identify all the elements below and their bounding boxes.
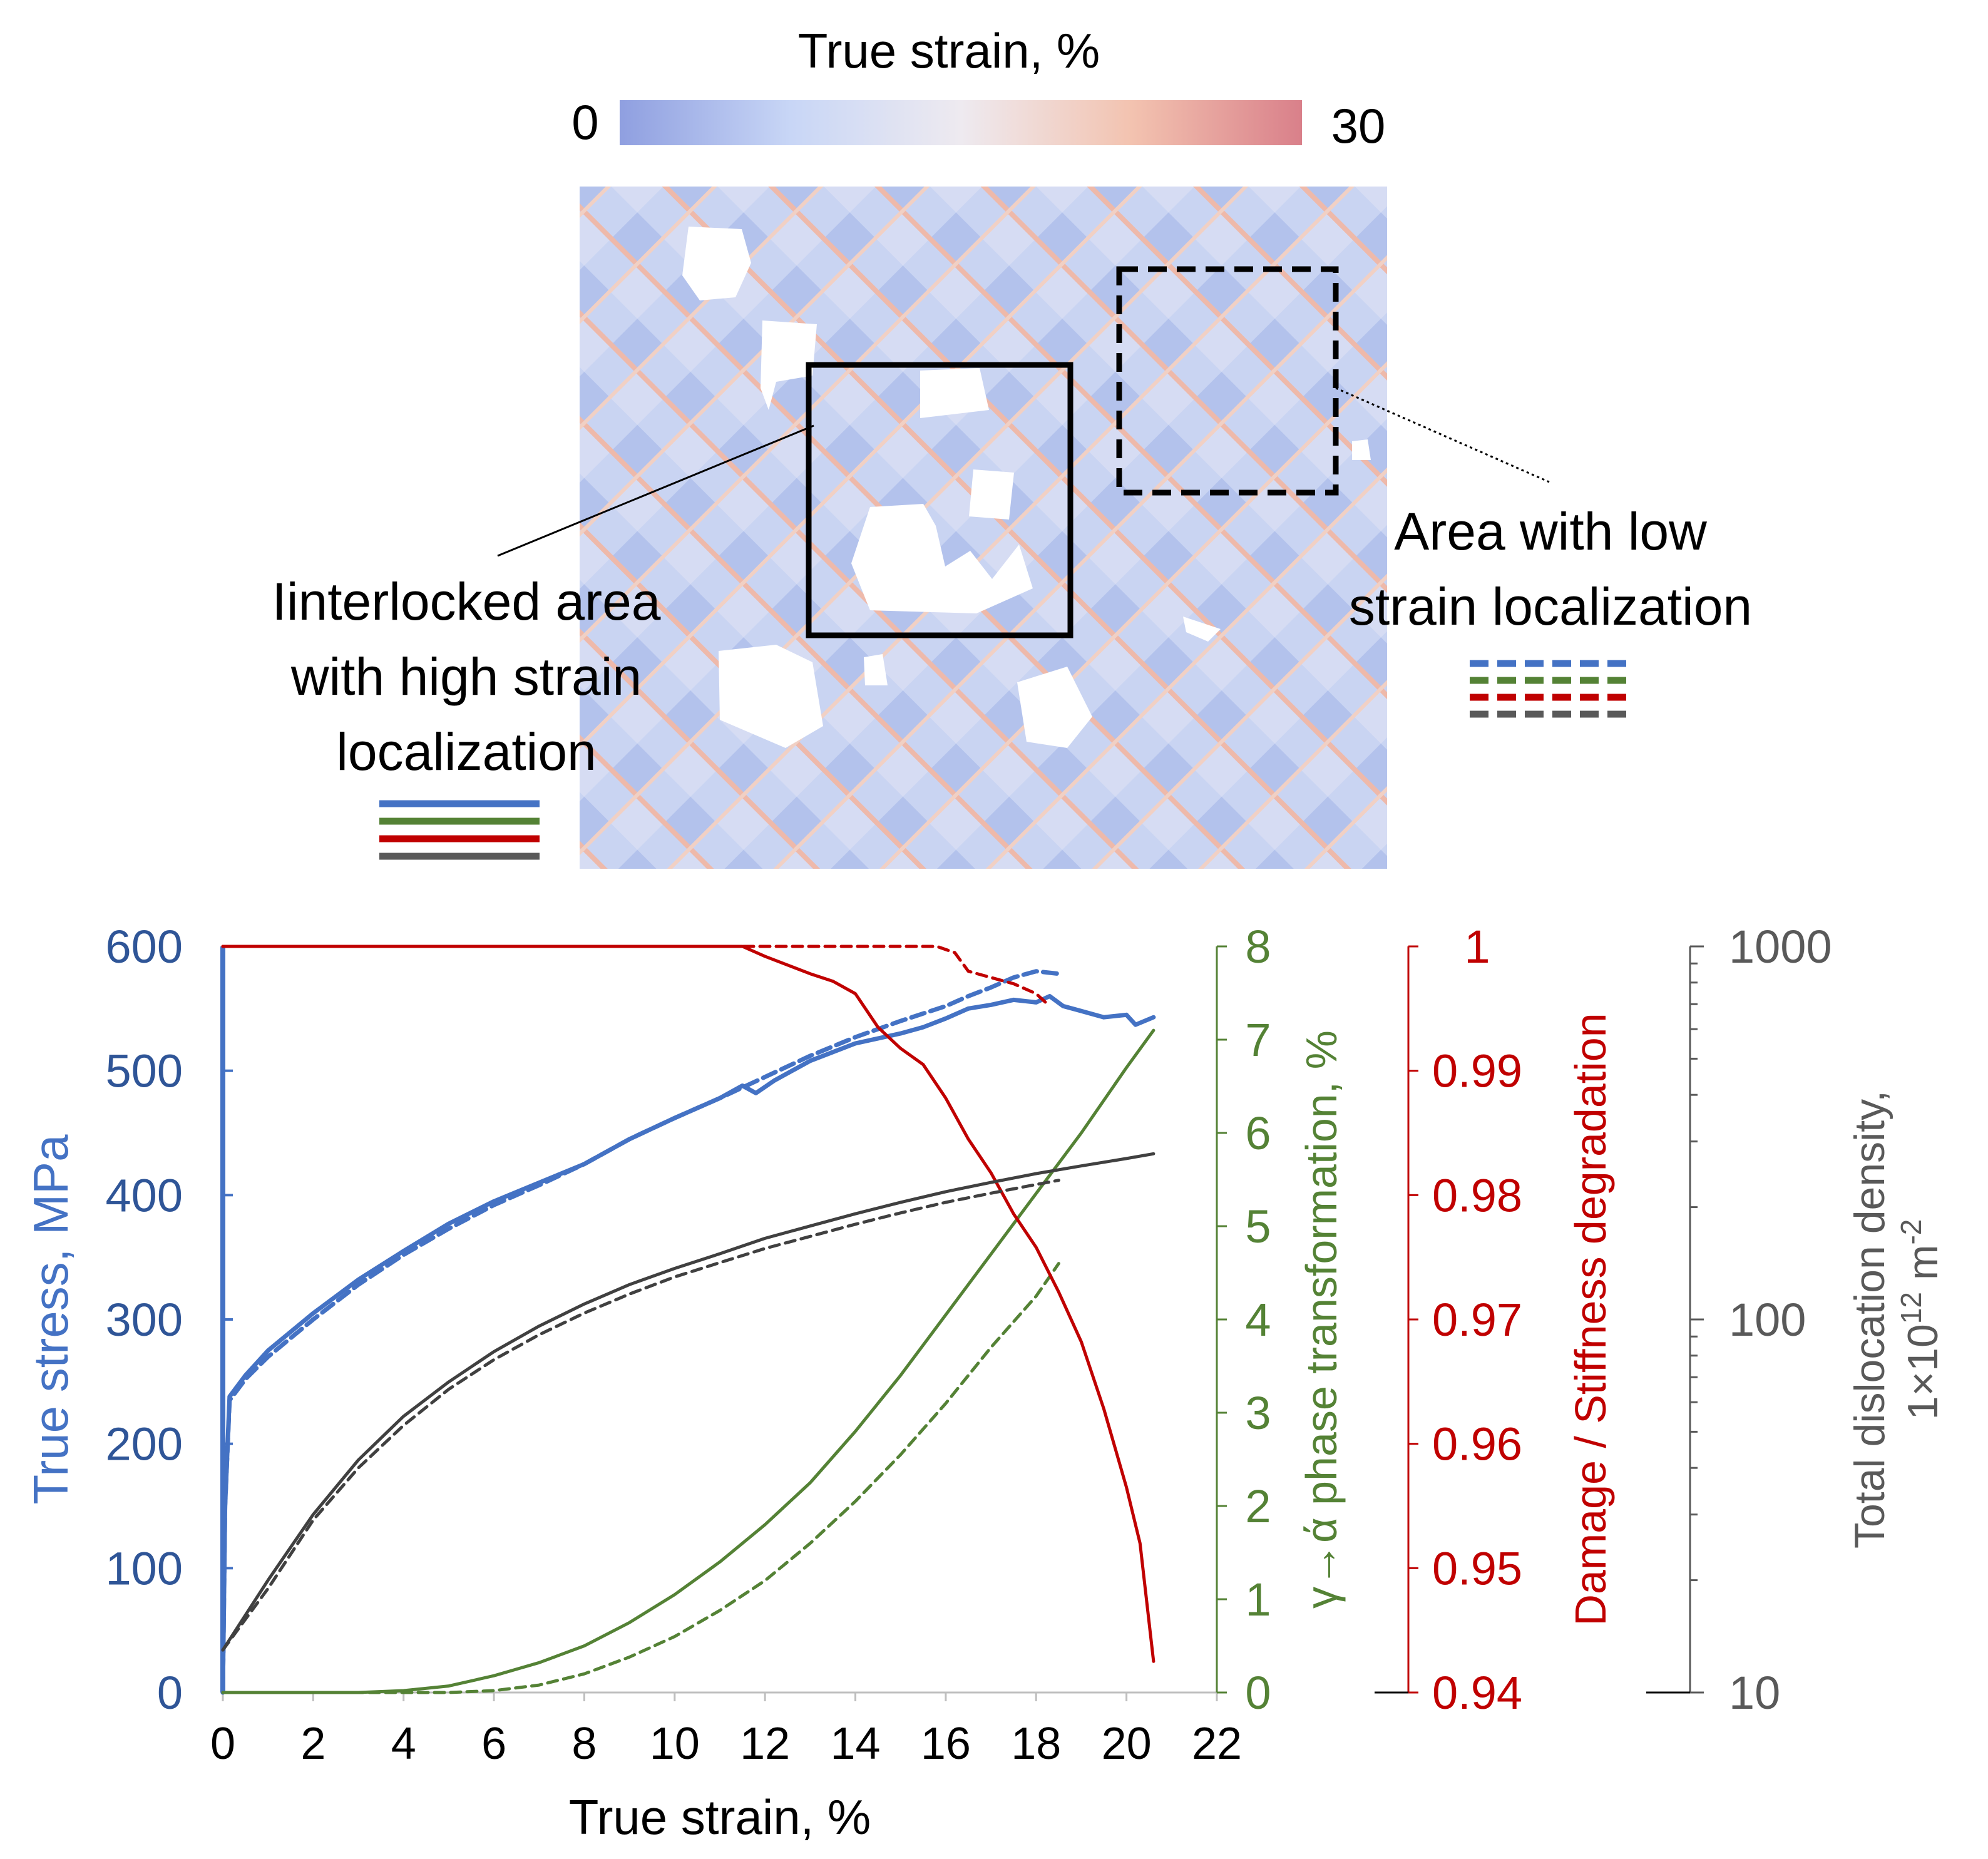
damage-tick-label: 0.98 (1432, 1169, 1522, 1221)
series-damage-low (221, 945, 1052, 1008)
annotation-low-line2: strain localization (1349, 577, 1752, 636)
series-damage-interlocked (221, 945, 1155, 1663)
void (851, 504, 1033, 613)
annotation-high-strain: Iinterlocked area with high strain local… (272, 572, 660, 781)
x-tick-label: 14 (830, 1719, 880, 1769)
void (719, 645, 823, 748)
strain-map-field (580, 187, 1387, 869)
phase-tick-label: 5 (1245, 1201, 1271, 1252)
interlocked-area-box (806, 362, 1073, 638)
dislocation-tick-label: 1000 (1729, 921, 1832, 973)
phase-tick-label: 6 (1245, 1107, 1271, 1159)
x-tick-label: 22 (1192, 1719, 1242, 1769)
stress-tick-label: 200 (106, 1418, 183, 1470)
phase-tick-label: 1 (1245, 1574, 1271, 1626)
series-dislocation-interlocked (221, 1152, 1155, 1652)
series-phase-interlocked (221, 1028, 1155, 1694)
x-tick-label: 6 (481, 1719, 506, 1769)
x-axis-title: True strain, % (569, 1790, 871, 1845)
stress-axis-title: True stress, MPa (23, 1134, 78, 1505)
colorbar: True strain, % 0 30 (571, 23, 1385, 153)
colorbar-gradient (620, 100, 1302, 145)
damage-axis-title: Damage / Stiffness degradation (1566, 1013, 1615, 1626)
series-stress-interlocked (220, 994, 1156, 1695)
stress-tick-label: 0 (157, 1667, 183, 1719)
void (1017, 667, 1092, 748)
x-tick-label: 2 (300, 1719, 325, 1769)
void (682, 227, 751, 300)
damage-tick-label: 0.96 (1432, 1418, 1522, 1470)
void (1183, 617, 1221, 642)
damage-tick-label: 0.95 (1432, 1542, 1522, 1594)
stress-tick-label: 300 (106, 1294, 183, 1346)
x-tick-label: 16 (921, 1719, 971, 1769)
x-tick-label: 8 (571, 1719, 597, 1769)
dislocation-tick-label: 10 (1729, 1667, 1780, 1719)
annotation-high-line2: with high strain (290, 647, 642, 706)
phase-tick-label: 8 (1245, 921, 1271, 973)
strain-map (497, 187, 1550, 869)
void (864, 654, 888, 685)
phase-tick-label: 7 (1245, 1014, 1271, 1066)
x-tick-label: 10 (650, 1719, 700, 1769)
x-tick-label: 18 (1011, 1719, 1061, 1769)
interlocked-leader-line (497, 424, 814, 557)
void (1352, 439, 1371, 460)
dislocation-axis-title-part: m (1899, 1245, 1947, 1293)
x-tick-label: 0 (210, 1719, 235, 1769)
dislocation-axis-title-line2: 1×1012 m-2 (1895, 1219, 1947, 1420)
x-tick-label: 4 (391, 1719, 416, 1769)
stress-tick-label: 500 (106, 1045, 183, 1097)
series-dislocation-low (221, 1179, 1060, 1652)
damage-tick-label: 0.97 (1432, 1294, 1522, 1346)
legend-dashed-lines (1470, 660, 1627, 718)
legend-solid-lines (379, 800, 540, 860)
damage-tick-label: 0.94 (1432, 1667, 1522, 1719)
dislocation-tick-label: 100 (1729, 1294, 1806, 1346)
void (761, 320, 817, 410)
damage-tick-label: 0.99 (1432, 1045, 1522, 1097)
phase-tick-label: 4 (1245, 1294, 1271, 1346)
low-strain-area-box (1116, 266, 1339, 496)
annotation-high-line1: Iinterlocked area (272, 572, 660, 631)
dislocation-axis-title-superscript: 12 (1895, 1292, 1927, 1324)
phase-axis-title: γ→ά phase transformation, % (1297, 1030, 1346, 1609)
x-tick-label: 20 (1102, 1719, 1152, 1769)
damage-tick-label: 1 (1464, 921, 1490, 973)
stress-tick-label: 100 (106, 1542, 183, 1594)
annotation-low-line1: Area with low (1394, 502, 1707, 561)
colorbar-min-label: 0 (571, 95, 598, 150)
dislocation-axis-title-superscript: -2 (1895, 1219, 1927, 1245)
dislocation-axis-title-part: 1×10 (1899, 1324, 1947, 1420)
annotation-high-line3: localization (336, 722, 597, 781)
void (920, 368, 989, 418)
dislocation-axis-title-line1: Total dislocation density, (1846, 1090, 1893, 1549)
phase-tick-label: 3 (1245, 1387, 1271, 1439)
annotation-low-strain: Area with low strain localization (1349, 502, 1752, 636)
colorbar-title: True strain, % (798, 23, 1100, 78)
void-regions (682, 227, 1371, 748)
stress-tick-label: 400 (106, 1169, 183, 1221)
series-stress-low (220, 969, 1061, 1695)
phase-tick-label: 2 (1245, 1480, 1271, 1532)
phase-tick-label: 0 (1245, 1667, 1271, 1719)
x-tick-label: 12 (740, 1719, 790, 1769)
series-phase-low (221, 1262, 1060, 1694)
void (969, 469, 1014, 520)
colorbar-max-label: 30 (1331, 98, 1386, 153)
stress-tick-label: 600 (106, 921, 183, 973)
